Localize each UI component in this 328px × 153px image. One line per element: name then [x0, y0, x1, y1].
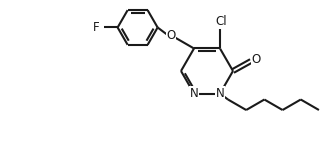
- Text: O: O: [166, 29, 175, 42]
- Text: N: N: [190, 87, 198, 100]
- Text: N: N: [215, 87, 224, 100]
- Text: F: F: [93, 21, 100, 34]
- Text: Cl: Cl: [215, 15, 227, 28]
- Text: O: O: [251, 52, 261, 65]
